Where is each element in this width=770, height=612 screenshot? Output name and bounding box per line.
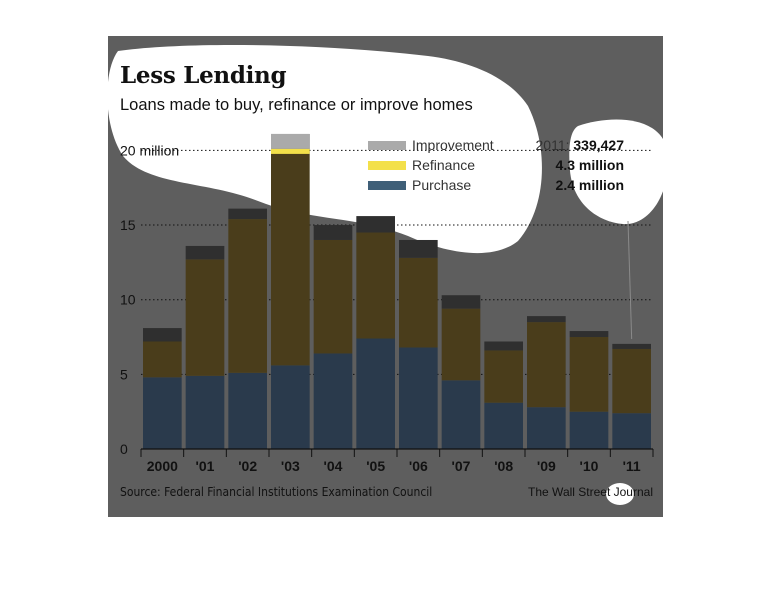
y-tick-label: 20 million	[120, 142, 179, 158]
bar-improvement-0	[143, 328, 182, 342]
x-tick-label: '07	[452, 458, 471, 474]
highlight-overlay	[108, 44, 663, 505]
x-tick-label: 2000	[147, 458, 178, 474]
bar-improvement-5	[356, 216, 395, 233]
x-tick-label: '01	[196, 458, 215, 474]
x-tick-label: '10	[580, 458, 599, 474]
legend-label-improvement: Improvement	[412, 137, 494, 153]
legend-value-purchase: 2.4 million	[514, 177, 624, 193]
bar-refinance-10	[569, 337, 609, 412]
legend-label-refinance: Refinance	[412, 157, 476, 173]
legend-value-refinance: 4.3 million	[514, 157, 624, 173]
legend-label-purchase: Purchase	[412, 177, 472, 193]
bar-purchase-0	[143, 377, 182, 449]
stacked-bar-chart: 0 5 10 15 20 million 2000 '01 '02 '03 '04 '05 '06 '0…	[120, 133, 654, 474]
x-tick-label: '05	[366, 458, 385, 474]
bar-2003-refinance-highlight	[271, 148, 310, 154]
legend-swatch-improvement	[368, 140, 406, 150]
bar-refinance-6	[399, 257, 438, 348]
legend-refinance-value: 4.3 million	[555, 157, 624, 173]
legend-highlight	[569, 119, 663, 225]
y-tick-label: 0	[120, 441, 128, 457]
legend-improvement-value: 339,427	[573, 137, 624, 153]
bar-purchase-2	[228, 372, 267, 449]
bar-refinance-0	[143, 341, 182, 378]
bar-improvement-7	[441, 295, 481, 309]
legend-row-improvement: Improvement 2011: 339,427	[368, 136, 624, 154]
bar-improvement-11	[612, 343, 651, 349]
bar-refinance-2	[228, 219, 267, 373]
title-highlight	[108, 44, 542, 254]
source-note: Source: Federal Financial Institutions E…	[120, 485, 433, 499]
x-tick-label: '06	[409, 458, 428, 474]
bar-improvement-6	[399, 239, 438, 258]
legend-year-prefix: 2011:	[535, 137, 570, 153]
x-tick-label: '04	[324, 458, 343, 474]
x-tick-label: '11	[623, 458, 641, 474]
bar-improvement-4	[313, 225, 353, 240]
bar-purchase-6	[399, 347, 438, 449]
legend-row-refinance: Refinance 4.3 million	[368, 156, 624, 174]
bar-refinance-1	[185, 259, 225, 376]
bar-refinance-9	[527, 322, 566, 408]
bar-improvement-9	[527, 316, 566, 323]
legend-swatch-refinance	[368, 160, 406, 170]
bar-refinance-8	[484, 350, 523, 403]
x-tick-label: '09	[537, 458, 556, 474]
legend-purchase-value: 2.4 million	[555, 177, 624, 193]
bar-purchase-11	[612, 413, 651, 449]
chart-panel: 0 5 10 15 20 million 2000 '01 '02 '03 '04 '05 '06 '0…	[108, 36, 663, 517]
bar-refinance-11	[612, 348, 651, 414]
bar-improvement-8	[484, 341, 523, 351]
chart-title: Less Lending	[120, 62, 287, 89]
bar-purchase-3	[271, 365, 310, 449]
bar-improvement-1	[185, 245, 225, 260]
credit-highlight	[606, 483, 634, 505]
bar-purchase-7	[441, 380, 481, 449]
bar-purchase-10	[569, 411, 609, 449]
bar-purchase-8	[484, 402, 523, 449]
bar-purchase-4	[313, 353, 353, 449]
y-tick-label: 10	[120, 292, 136, 308]
bar-purchase-1	[185, 375, 225, 449]
bar-improvement-10	[569, 331, 609, 338]
bar-refinance-4	[313, 239, 353, 354]
chart-subtitle: Loans made to buy, refinance or improve …	[120, 96, 473, 114]
bar-refinance-3	[271, 148, 310, 366]
bar-improvement-2	[228, 208, 267, 220]
legend-leader-line	[627, 220, 633, 340]
bar-2003-improvement-highlight	[271, 133, 310, 149]
y-tick-label: 5	[120, 366, 128, 382]
credit-note: The Wall Street Journal	[528, 485, 653, 499]
legend-swatch-purchase	[368, 180, 406, 190]
legend-row-purchase: Purchase 2.4 million	[368, 176, 624, 194]
bar-refinance-7	[441, 308, 481, 381]
x-tick-label: '02	[238, 458, 257, 474]
bar-purchase-9	[527, 407, 566, 449]
x-tick-label: '08	[494, 458, 513, 474]
bar-refinance-5	[356, 232, 395, 339]
y-tick-label: 15	[120, 217, 136, 233]
legend-value-improvement: 2011: 339,427	[514, 137, 625, 153]
x-tick-label: '03	[281, 458, 300, 474]
bar-purchase-5	[356, 338, 395, 449]
